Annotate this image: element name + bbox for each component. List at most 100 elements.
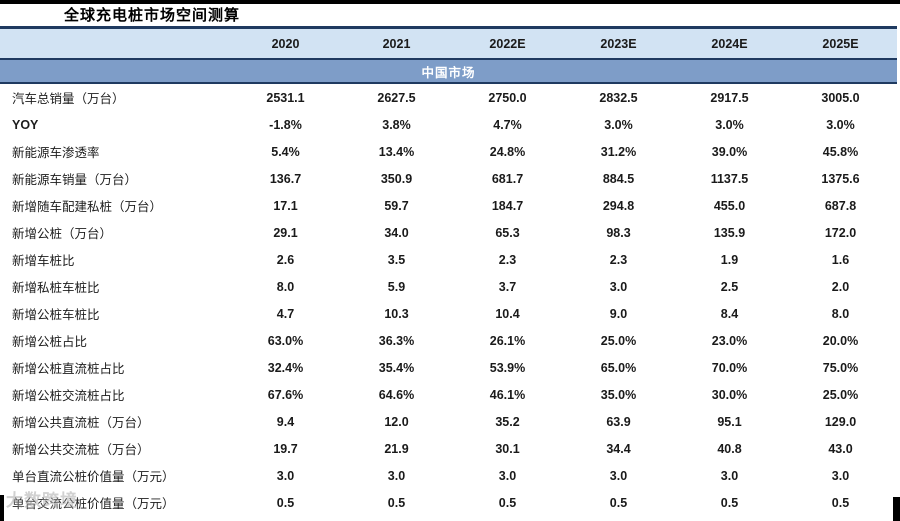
table-row: 新增公桩直流桩占比 32.4% 35.4% 53.9% 65.0% 70.0% … [0,354,897,381]
row-value-2021: 5.9 [387,279,406,294]
column-header-2023e: 2023E [600,36,637,51]
row-value-2020: 29.1 [273,225,298,240]
row-value-2024e: 70.0% [711,360,748,375]
row-value-2021: 64.6% [378,387,415,402]
row-label: 新增随车配建私桩（万台） [12,200,163,214]
row-value-2023e: 3.0 [609,279,628,294]
row-value-2023e: 98.3 [606,225,631,240]
row-value-2020: 19.7 [273,441,298,456]
row-value-2025e: 2.0 [831,279,850,294]
row-value-2021: 13.4% [378,144,415,159]
row-value-2022e: 4.7% [493,117,522,132]
table-row: 新增私桩车桩比 8.0 5.9 3.7 3.0 2.5 2.0 [0,273,897,300]
row-value-2022e: 2750.0 [488,90,527,105]
row-value-2022e: 0.5 [498,495,517,510]
row-value-2022e: 681.7 [491,171,524,186]
column-header-2020: 2020 [271,36,300,51]
row-value-2023e: 63.9 [606,414,631,429]
table-row: 新增公共直流桩（万台） 9.4 12.0 35.2 63.9 95.1 129.… [0,408,897,435]
row-value-2023e: 35.0% [600,387,637,402]
screen-top-edge [0,0,900,4]
table-row: 新能源车销量（万台） 136.7 350.9 681.7 884.5 1137.… [0,165,897,192]
row-value-2022e: 2.3 [498,252,517,267]
row-value-2020: 17.1 [273,198,298,213]
table-row: 新增随车配建私桩（万台） 17.1 59.7 184.7 294.8 455.0… [0,192,897,219]
table-row: 新增公桩交流桩占比 67.6% 64.6% 46.1% 35.0% 30.0% … [0,381,897,408]
row-value-2024e: 1.9 [720,252,739,267]
row-value-2025e: 45.8% [822,144,859,159]
row-value-2022e: 26.1% [489,333,526,348]
section-band: 中国市场 [0,60,897,84]
row-label: 新增公共交流桩（万台） [12,443,150,457]
row-value-2025e: 1375.6 [821,171,860,186]
screen-bottom-right-edge [893,497,900,521]
table-row: 新增公桩（万台） 29.1 34.0 65.3 98.3 135.9 172.0 [0,219,897,246]
row-value-2022e: 65.3 [495,225,520,240]
row-label: 新增公桩直流桩占比 [12,362,125,376]
row-value-2022e: 184.7 [491,198,524,213]
row-value-2022e: 24.8% [489,144,526,159]
row-value-2024e: 0.5 [720,495,739,510]
row-label: 单台直流公桩价值量（万元） [12,470,175,484]
row-label: 单台交流公桩价值量（万元） [12,497,175,511]
table-header-row: 2020 2021 2022E 2023E 2024E 2025E [0,29,897,60]
row-value-2023e: 0.5 [609,495,628,510]
row-value-2021: 35.4% [378,360,415,375]
row-value-2025e: 43.0 [828,441,853,456]
row-value-2024e: 1137.5 [710,171,749,186]
row-value-2020: 8.0 [276,279,295,294]
row-value-2023e: 34.4 [606,441,631,456]
table-row: 新能源车渗透率 5.4% 13.4% 24.8% 31.2% 39.0% 45.… [0,138,897,165]
column-header-2022e: 2022E [489,36,526,51]
row-value-2025e: 8.0 [831,306,850,321]
row-value-2025e: 1.6 [831,252,850,267]
page-title: 全球充电桩市场空间测算 [64,8,241,24]
table-row: 新增公桩占比 63.0% 36.3% 26.1% 25.0% 23.0% 20.… [0,327,897,354]
row-value-2025e: 3005.0 [821,90,860,105]
row-label: YOY [12,117,39,132]
row-value-2022e: 3.7 [498,279,517,294]
table-row: 新增车桩比 2.6 3.5 2.3 2.3 1.9 1.6 [0,246,897,273]
row-value-2020: 2.6 [276,252,295,267]
row-label: 汽车总销量（万台） [12,92,125,106]
row-label: 新增公桩车桩比 [12,308,100,322]
row-value-2025e: 0.5 [831,495,850,510]
row-value-2020: 5.4% [271,144,300,159]
row-value-2024e: 23.0% [711,333,748,348]
row-value-2024e: 39.0% [711,144,748,159]
row-value-2021: 34.0 [384,225,409,240]
section-band-label: 中国市场 [421,65,476,80]
row-value-2020: 63.0% [267,333,304,348]
row-value-2023e: 2832.5 [599,90,638,105]
row-value-2024e: 8.4 [720,306,739,321]
row-label: 新能源车渗透率 [12,146,100,160]
row-value-2024e: 30.0% [711,387,748,402]
row-value-2025e: 75.0% [822,360,859,375]
table-row: 单台交流公桩价值量（万元） 0.5 0.5 0.5 0.5 0.5 0.5 [0,489,897,516]
row-value-2022e: 30.1 [495,441,520,456]
row-label: 新增公桩（万台） [12,227,113,241]
row-label: 新增公共直流桩（万台） [12,416,150,430]
table-row: 单台直流公桩价值量（万元） 3.0 3.0 3.0 3.0 3.0 3.0 [0,462,897,489]
row-value-2020: 4.7 [276,306,295,321]
row-value-2025e: 687.8 [824,198,857,213]
table-body: 汽车总销量（万台） 2531.1 2627.5 2750.0 2832.5 29… [0,84,897,516]
row-value-2024e: 3.0% [715,117,744,132]
row-label: 新增私桩车桩比 [12,281,100,295]
row-value-2025e: 20.0% [822,333,859,348]
row-value-2023e: 2.3 [609,252,628,267]
row-value-2025e: 172.0 [824,225,857,240]
row-value-2023e: 31.2% [600,144,637,159]
row-value-2020: 9.4 [276,414,295,429]
screen-bottom-left-edge [0,495,4,521]
row-value-2025e: 25.0% [822,387,859,402]
row-value-2021: 59.7 [384,198,409,213]
row-value-2020: 32.4% [267,360,304,375]
row-value-2021: 10.3 [384,306,409,321]
row-value-2025e: 129.0 [824,414,857,429]
row-value-2021: 3.8% [382,117,411,132]
row-value-2023e: 25.0% [600,333,637,348]
column-header-2024e: 2024E [711,36,748,51]
row-value-2020: 67.6% [267,387,304,402]
row-value-2023e: 65.0% [600,360,637,375]
